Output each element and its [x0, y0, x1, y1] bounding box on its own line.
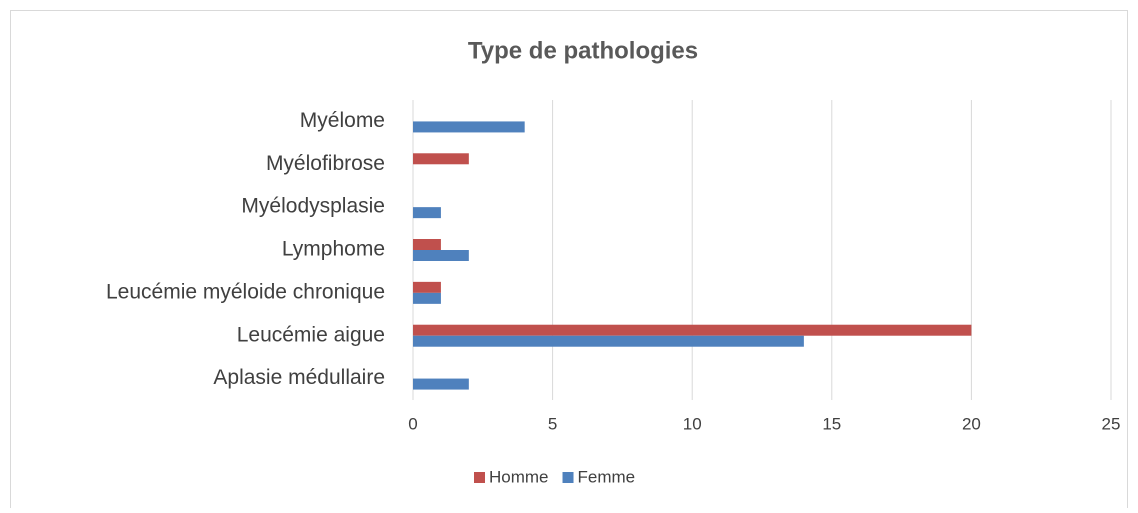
x-tick-label: 20 [962, 414, 981, 433]
y-tick-label: Leucémie myéloide chronique [106, 280, 385, 303]
y-tick-label: Myélodysplasie [241, 195, 385, 218]
bar [413, 153, 469, 165]
bar [413, 121, 525, 133]
bar [413, 239, 441, 250]
bar [413, 378, 469, 390]
legend-swatch [562, 472, 574, 483]
x-tick-label: 25 [1102, 414, 1121, 433]
x-tick-label: 15 [822, 414, 841, 433]
bar [413, 207, 441, 219]
chart-border [10, 10, 1128, 513]
y-tick-label: Lymphome [282, 238, 385, 261]
legend-swatch [474, 472, 485, 483]
bar [413, 324, 972, 336]
chart-title: Type de pathologies [468, 37, 698, 64]
y-tick-label: Myélofibrose [266, 152, 385, 175]
bar [413, 250, 469, 261]
y-tick-label: Aplasie médullaire [213, 366, 385, 389]
x-tick-label: 0 [408, 414, 417, 433]
x-tick-label: 5 [548, 414, 557, 433]
bar [413, 292, 441, 304]
x-tick-label: 10 [683, 414, 702, 433]
y-tick-label: Leucémie aigue [237, 323, 385, 346]
y-tick-label: Myélome [300, 109, 385, 132]
bar [413, 281, 441, 293]
legend-label: Femme [578, 467, 636, 486]
bar [413, 335, 804, 347]
legend-label: Homme [489, 467, 549, 486]
